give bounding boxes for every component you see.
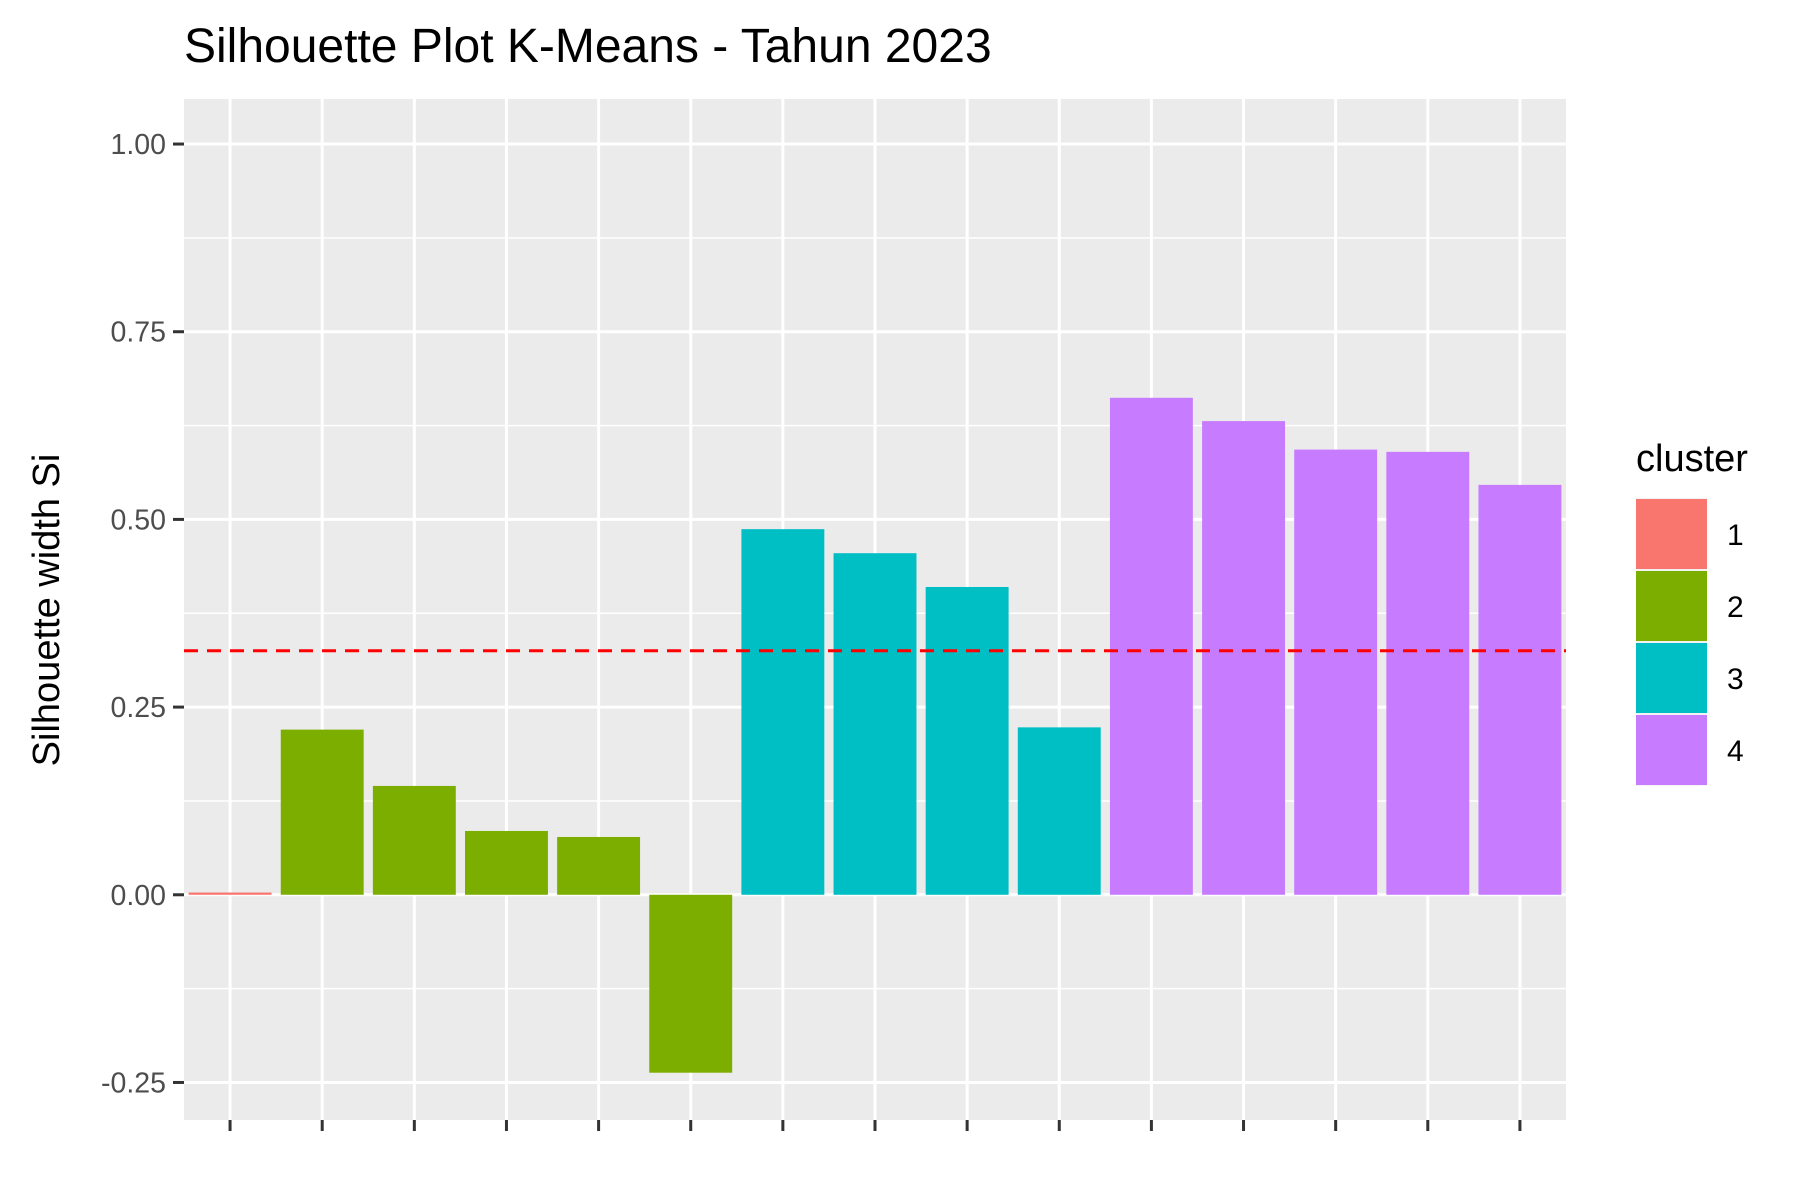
y-tick-label: 0.00 [111, 880, 166, 912]
bar-cluster-2 [557, 836, 641, 895]
legend-label-3: 3 [1727, 663, 1744, 696]
bar-cluster-4 [1109, 397, 1193, 895]
bar-cluster-4 [1478, 484, 1562, 895]
legend-key-4 [1636, 715, 1707, 785]
bar-cluster-3 [833, 553, 917, 895]
bar-cluster-2 [465, 830, 548, 895]
x-axis [228, 1120, 1522, 1131]
legend-title: cluster [1636, 438, 1748, 480]
bar-cluster-4 [1294, 449, 1378, 895]
y-axis-label: Silhouette width Si [26, 454, 68, 767]
bar-cluster-3 [741, 529, 825, 895]
bar-cluster-4 [1386, 451, 1470, 895]
legend-label-1: 1 [1727, 519, 1744, 552]
legend-key-1 [1636, 499, 1707, 569]
bars [188, 397, 1562, 1073]
y-tick-label: -0.25 [101, 1067, 166, 1099]
legend-key-2 [1636, 571, 1707, 641]
bar-cluster-4 [1202, 421, 1285, 895]
legend-key-3 [1636, 643, 1707, 713]
legend: cluster 1 2 3 4 [1636, 438, 1748, 786]
y-tick-label: 1.00 [111, 129, 166, 161]
legend-label-2: 2 [1727, 591, 1744, 624]
bar-cluster-2 [649, 894, 733, 1073]
bar-cluster-2 [372, 785, 456, 895]
bar-cluster-1 [188, 892, 272, 895]
legend-label-4: 4 [1727, 735, 1744, 768]
y-tick-label: 0.50 [111, 504, 166, 536]
y-tick-label: 0.25 [111, 692, 166, 724]
chart-title: Silhouette Plot K-Means - Tahun 2023 [184, 20, 992, 73]
y-axis: -0.25 0.00 0.25 0.50 0.75 1.00 [101, 129, 184, 1099]
y-tick-label: 0.75 [111, 317, 166, 349]
bar-cluster-2 [280, 729, 364, 895]
bar-cluster-3 [1017, 727, 1101, 895]
bar-cluster-3 [925, 586, 1009, 895]
